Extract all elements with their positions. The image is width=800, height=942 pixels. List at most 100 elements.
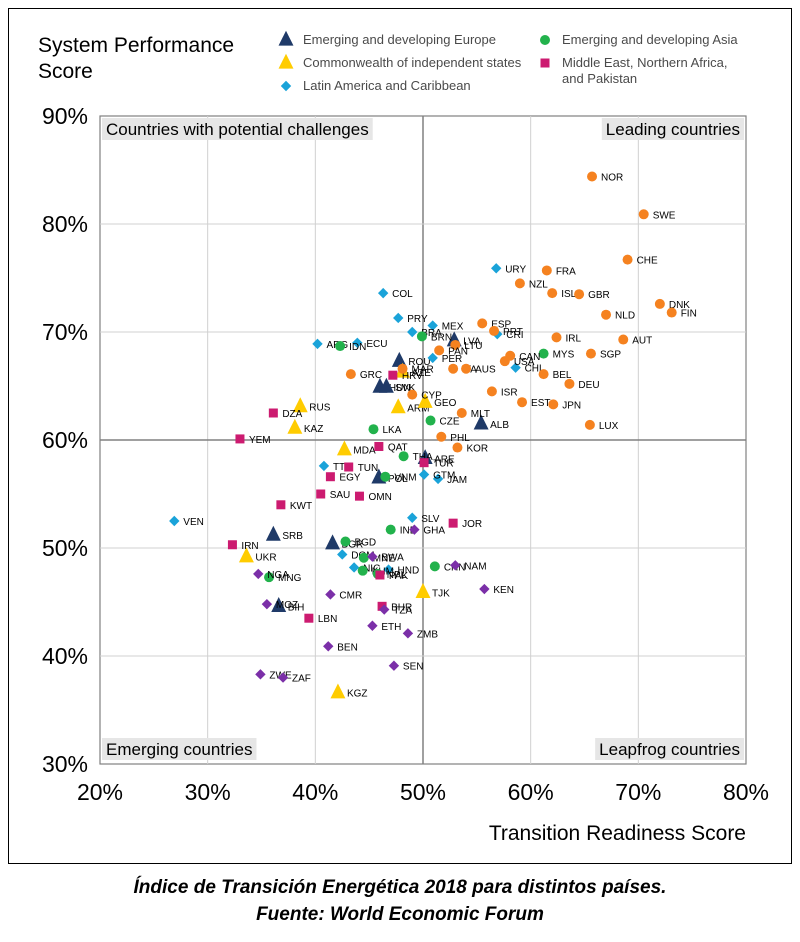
point-marker [261,598,273,610]
point-marker [654,298,665,309]
x-tick-label: 30% [185,779,231,805]
point-marker [345,369,356,380]
point-label: TJK [432,588,450,599]
point-marker [486,386,497,397]
point-col: COL [377,287,413,300]
point-marker [377,601,387,611]
point-marker [434,345,445,356]
caption-line-2: Fuente: World Economic Forum [256,904,544,925]
point-ben: BEN [323,641,358,653]
legend-label: Emerging and developing Europe [303,32,496,47]
point-marker [618,334,629,345]
point-pan: PAN [434,345,468,357]
point-marker [235,434,245,444]
point-label: KGZ [347,689,368,700]
point-label: VNM [394,473,416,484]
point-label: BGR [342,540,364,551]
point-ltu: LTU [450,339,482,352]
point-label: GEO [434,398,456,409]
legend-marker [280,80,292,92]
point-label: SVK [395,383,415,394]
point-label: MDA [353,446,376,457]
point-label: PAN [448,346,468,357]
point-marker [415,583,431,598]
point-label: BEN [337,642,358,653]
x-tick-label: 50% [400,779,446,805]
quadrant-label-bottom-left-box [102,738,257,760]
point-marker [323,641,334,652]
point-label: TUN [358,463,379,474]
point-label: TTO [333,462,353,473]
point-label: MAR [412,365,434,376]
point-marker [427,352,438,364]
point-marker [409,524,420,535]
point-nam: NAM [450,560,487,572]
point-marker [354,491,364,501]
series-2: URYCOLPRYMEXBRAECUARGPERCRICHLTTOJAMGTMS… [169,263,545,577]
point-zaf: ZAF [277,672,311,685]
point-marker [391,351,407,367]
figure-caption: Índice de Transición Energética 2018 par… [0,874,800,928]
point-label: ISR [501,387,518,398]
point-gha: GHA [409,524,445,537]
point-zmb: ZMB [402,628,438,640]
point-label: OMN [368,492,391,503]
point-marker [407,326,418,338]
point-label: ZAF [292,674,311,685]
point-marker [378,377,394,393]
point-ven: VEN [169,515,204,528]
y-tick-label: 90% [42,103,88,129]
point-label: CHE [637,256,658,267]
point-marker [169,515,180,527]
point-marker [574,289,585,300]
point-marker [287,418,303,434]
y-tick-label: 40% [42,643,88,669]
point-qat: QAT [374,441,408,453]
point-label: AUT [632,336,652,347]
point-label: CHL [525,364,545,375]
y-axis-title: System Performance Score [38,34,234,83]
point-label: NZL [529,279,548,290]
point-marker [510,362,521,373]
point-geo: GEO [417,392,457,409]
point-label: CZE [440,417,460,428]
point-label: MNG [278,573,302,584]
legend-item: Emerging and developing Asia [540,32,738,47]
point-marker [316,489,326,499]
figure-frame [8,8,792,864]
point-label: KEN [493,585,514,596]
point-label: NAM [464,561,486,572]
point-marker [374,441,384,451]
point-label: LTU [464,341,482,352]
point-grc: GRC [345,369,382,381]
point-egy: EGY [325,472,361,484]
point-marker [427,320,438,331]
point-label: MLT [471,409,490,420]
point-label: FIN [681,309,697,320]
point-marker [268,408,278,418]
legend-marker [540,35,550,45]
point-marker [380,471,391,482]
point-tjk: TJK [415,583,450,599]
point-marker [547,288,558,299]
point-label: ESP [491,319,511,330]
point-tza: TZA [379,604,412,617]
point-label: JOR [462,519,482,530]
point-marker [416,331,427,342]
point-marker [587,171,598,182]
point-marker [325,534,341,550]
point-brn: BRN [416,331,452,343]
point-marker [584,419,595,430]
point-label: GBR [588,290,610,301]
point-mar: MAR [397,363,434,376]
point-nic: NIC [348,562,380,574]
point-label: DZA [282,409,302,420]
legend-item: Commonwealth of independent states [278,53,522,70]
point-marker [292,397,308,413]
point-marker [325,589,336,600]
point-idn: IDN [335,341,366,353]
point-label: PHL [450,433,470,444]
point-label: YEM [249,435,271,446]
point-label: LBN [318,614,337,625]
